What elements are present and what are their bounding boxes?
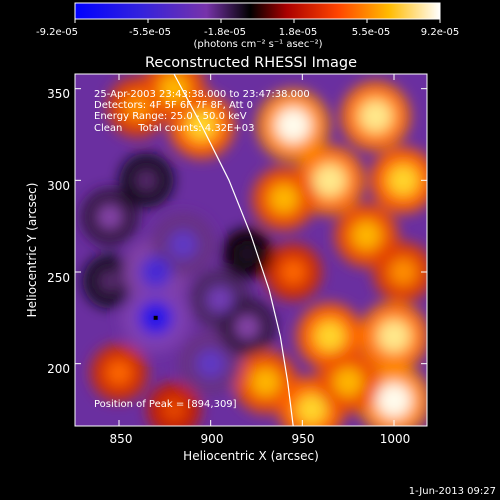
emission-blob-1 bbox=[358, 99, 393, 133]
colorbar: -9.2e-05 -5.5e-05 -1.8e-05 1.8e-05 5.5e-… bbox=[36, 2, 459, 50]
emission-blob-8 bbox=[351, 220, 382, 250]
colorbar-gradient bbox=[74, 2, 441, 20]
emission-blob-16 bbox=[333, 367, 363, 397]
emission-blob-12 bbox=[280, 259, 306, 285]
emission-blob-3 bbox=[313, 163, 347, 198]
emission-blob-6 bbox=[123, 93, 151, 121]
annotation-peak-position: Position of Peak = [894,309] bbox=[94, 399, 237, 410]
y-tick-label-200: 200 bbox=[47, 362, 70, 376]
plot-title: Reconstructed RHESSI Image bbox=[145, 55, 357, 71]
y-axis-label: Heliocentric Y (arcsec) bbox=[25, 183, 39, 318]
annotation-energy-range: Energy Range: 25.0 - 50.0 keV bbox=[94, 111, 247, 122]
emission-blob-9 bbox=[389, 258, 417, 286]
annotation-method-counts: Clean Total counts: 4.32E+03 bbox=[94, 123, 254, 134]
emission-blob-23 bbox=[168, 229, 198, 260]
emission-blob-11 bbox=[314, 320, 346, 352]
emission-blob-21 bbox=[140, 256, 172, 288]
annotation-time-range: 25-Apr-2003 23:43:38.000 to 23:47:38.000 bbox=[94, 89, 310, 100]
y-tick-label-250: 250 bbox=[47, 271, 70, 285]
emission-blob-15 bbox=[376, 382, 412, 419]
footer-date: 1-Jun-2013 09:27 bbox=[409, 486, 496, 497]
emission-blob-4 bbox=[269, 184, 299, 214]
colorbar-units-label: (photons cm⁻² s⁻¹ asec⁻²) bbox=[193, 39, 322, 50]
emission-blob-25 bbox=[196, 349, 226, 379]
emission-blob-20 bbox=[97, 204, 123, 230]
emission-blob-10 bbox=[377, 319, 411, 353]
emission-blobs bbox=[81, 74, 427, 426]
emission-blob-14 bbox=[295, 393, 328, 426]
emission-blob-13 bbox=[251, 367, 281, 397]
colorbar-tick-label-0: -9.2e-05 bbox=[36, 27, 78, 38]
colorbar-tick-label-3: 1.8e-05 bbox=[279, 27, 317, 38]
x-tick-label-850: 850 bbox=[110, 432, 133, 446]
emission-blob-18 bbox=[106, 360, 132, 386]
solar-limb-curve bbox=[173, 74, 294, 426]
emission-blob-28 bbox=[234, 314, 260, 340]
minimum-marker bbox=[153, 315, 158, 320]
emission-blob-27 bbox=[237, 243, 258, 264]
colorbar-tick-label-4: 5.5e-05 bbox=[352, 27, 390, 38]
emission-blob-17 bbox=[162, 398, 186, 421]
emission-blob-26 bbox=[135, 169, 158, 192]
x-axis-label: Heliocentric X (arcsec) bbox=[183, 449, 319, 463]
emission-blob-0 bbox=[275, 107, 311, 144]
colorbar-tick-label-5: 9.2e-05 bbox=[421, 27, 459, 38]
y-tick-label-350: 350 bbox=[47, 87, 70, 101]
x-tick-label-900: 900 bbox=[201, 432, 224, 446]
x-tick-label-950: 950 bbox=[292, 432, 315, 446]
x-tick-label-1000: 1000 bbox=[380, 432, 411, 446]
plot-frame bbox=[74, 73, 428, 427]
annotation-detectors: Detectors: 4F 5F 6F 7F 8F, Att 0 bbox=[94, 100, 253, 111]
colorbar-tick-label-2: -1.8e-05 bbox=[204, 27, 246, 38]
peak-marker bbox=[153, 315, 158, 320]
colorbar-tick-label-1: -5.5e-05 bbox=[129, 27, 171, 38]
emission-blob-24 bbox=[206, 286, 234, 313]
y-tick-label-300: 300 bbox=[47, 179, 70, 193]
image-area bbox=[75, 74, 427, 426]
emission-blob-7 bbox=[159, 74, 189, 104]
colorbar-ticks bbox=[74, 19, 441, 23]
y-axis-ticks bbox=[75, 88, 427, 365]
emission-blob-2 bbox=[387, 164, 419, 196]
emission-blob-19 bbox=[98, 269, 122, 293]
x-axis-ticks bbox=[118, 74, 395, 426]
annotations: 25-Apr-2003 23:43:38.000 to 23:47:38.000… bbox=[94, 89, 310, 410]
